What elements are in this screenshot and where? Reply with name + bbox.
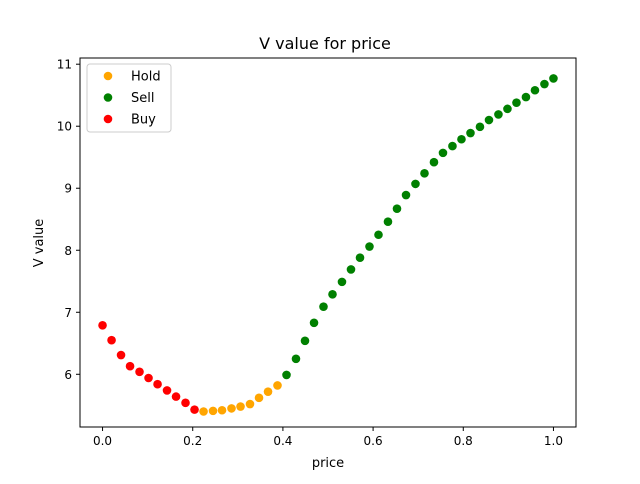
data-point-buy xyxy=(162,386,172,395)
data-point-sell xyxy=(448,141,457,151)
data-point-sell xyxy=(337,277,347,287)
data-point-sell xyxy=(429,157,439,167)
data-point-sell xyxy=(503,104,512,114)
chart-title: V value for price xyxy=(259,34,391,53)
legend: Hold Sell Buy xyxy=(86,63,172,133)
data-point-buy xyxy=(107,335,116,345)
legend-label-hold: Hold xyxy=(131,70,161,85)
data-point-sell xyxy=(411,179,420,189)
data-point-sell xyxy=(420,169,429,178)
data-point-buy xyxy=(98,320,107,330)
data-point-hold xyxy=(227,404,236,413)
data-point-hold xyxy=(245,399,255,409)
data-point-sell xyxy=(300,336,310,346)
x-axis-label: price xyxy=(312,456,344,471)
data-point-hold xyxy=(208,406,218,416)
data-point-sell xyxy=(540,79,549,89)
data-point-sell xyxy=(466,128,475,138)
data-point-buy xyxy=(144,373,153,383)
data-point-sell xyxy=(346,265,356,274)
data-point-sell xyxy=(530,85,540,95)
x-tick-label: 1.0 xyxy=(544,434,563,448)
x-tick-label: 0.2 xyxy=(183,434,202,448)
points-layer xyxy=(98,74,558,416)
y-axis-label: V value xyxy=(32,219,47,268)
data-point-hold xyxy=(273,381,282,390)
legend-label-buy: Buy xyxy=(131,113,156,128)
data-point-sell xyxy=(365,242,374,251)
y-tick-label: 9 xyxy=(64,182,72,196)
x-tick-label: 0.8 xyxy=(454,434,473,448)
legend-marker-sell xyxy=(103,93,113,102)
data-point-hold xyxy=(217,405,227,415)
data-point-buy xyxy=(125,361,135,371)
data-point-sell xyxy=(374,230,383,240)
data-point-sell xyxy=(401,190,411,200)
data-point-hold xyxy=(199,407,208,416)
legend-marker-buy xyxy=(103,114,113,124)
legend-marker-hold xyxy=(103,71,113,81)
y-tick-label: 8 xyxy=(64,244,72,258)
data-point-hold xyxy=(263,387,273,396)
axes-layer: 0.0 0.2 0.4 0.6 0.8 1.0 6 7 8 9 10 11 xyxy=(57,57,577,448)
data-point-sell xyxy=(457,134,466,144)
data-point-sell xyxy=(494,110,503,119)
data-point-buy xyxy=(153,379,162,389)
x-tick-label: 0.0 xyxy=(93,434,112,448)
data-point-hold xyxy=(254,393,264,403)
y-tick-label: 11 xyxy=(57,58,72,72)
data-point-sell xyxy=(475,122,485,132)
data-point-sell xyxy=(549,74,558,83)
data-point-sell xyxy=(319,302,328,311)
data-point-buy xyxy=(135,367,144,377)
data-point-sell xyxy=(392,204,402,214)
x-tick-label: 0.4 xyxy=(273,434,292,448)
data-point-sell xyxy=(484,115,494,125)
data-point-sell xyxy=(309,318,319,328)
data-point-buy xyxy=(190,405,199,414)
data-point-hold xyxy=(236,402,245,411)
data-point-buy xyxy=(116,350,126,360)
y-tick-label: 6 xyxy=(64,368,72,382)
data-point-sell xyxy=(438,148,448,158)
data-point-sell xyxy=(291,354,301,364)
data-point-sell xyxy=(512,98,521,107)
data-point-sell xyxy=(282,370,291,380)
x-tick-label: 0.6 xyxy=(364,434,383,448)
y-tick-label: 7 xyxy=(64,306,72,320)
plot-frame xyxy=(79,57,577,428)
y-tick-label: 10 xyxy=(57,120,72,134)
data-point-buy xyxy=(181,398,190,408)
data-point-buy xyxy=(171,392,181,401)
data-point-sell xyxy=(383,217,393,227)
data-point-sell xyxy=(521,92,531,102)
data-point-sell xyxy=(355,253,365,262)
legend-label-sell: Sell xyxy=(131,91,154,106)
data-point-sell xyxy=(328,289,337,299)
